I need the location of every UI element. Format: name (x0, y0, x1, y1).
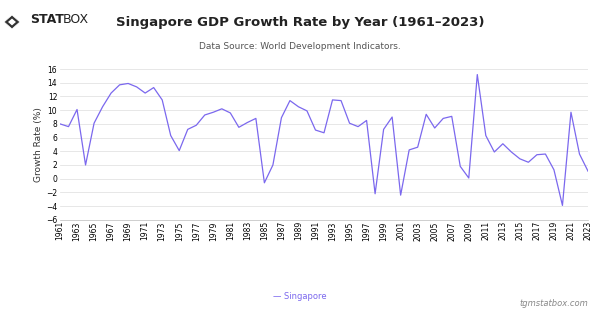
Text: — Singapore: — Singapore (273, 292, 327, 301)
Text: tgmstatbox.com: tgmstatbox.com (519, 299, 588, 308)
Text: Singapore GDP Growth Rate by Year (1961–2023): Singapore GDP Growth Rate by Year (1961–… (116, 16, 484, 29)
Text: Data Source: World Development Indicators.: Data Source: World Development Indicator… (199, 42, 401, 51)
Text: BOX: BOX (63, 13, 89, 25)
Text: STAT: STAT (30, 13, 64, 25)
Y-axis label: Growth Rate (%): Growth Rate (%) (34, 107, 43, 182)
